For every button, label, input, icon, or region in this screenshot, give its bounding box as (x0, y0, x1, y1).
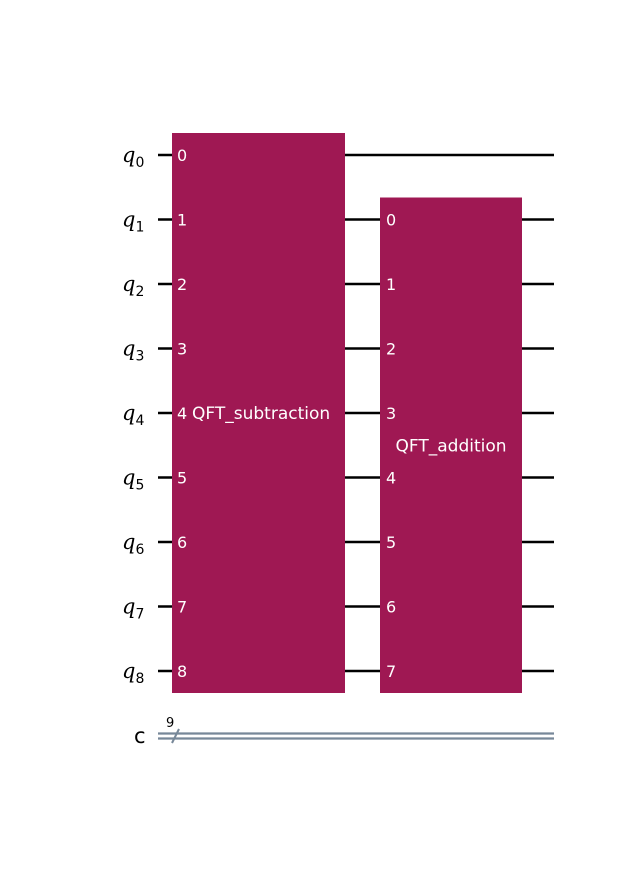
gate-pin-label: 0 (386, 211, 396, 230)
gate-pin-label: 7 (177, 598, 187, 617)
qubit-label-index: 4 (135, 413, 144, 429)
qubit-label-name: q (122, 401, 135, 425)
qubit-label-index: 1 (135, 220, 144, 236)
qubit-label-name: q (122, 337, 135, 361)
qubit-label-name: q (122, 208, 135, 232)
qubit-label-5: q5 (122, 466, 144, 494)
qubit-label-0: q0 (122, 143, 144, 171)
qubit-label-2: q2 (122, 272, 144, 300)
qubit-label-7: q7 (122, 595, 144, 623)
qubit-label-index: 0 (135, 155, 144, 171)
classical-bus-slash (171, 728, 180, 744)
qubit-label-index: 8 (135, 671, 144, 687)
qubit-label-1: q1 (122, 208, 144, 236)
gate-pin-label: 2 (386, 340, 396, 359)
qubit-label-3: q3 (122, 337, 144, 365)
gate-pin-label: 4 (177, 404, 187, 423)
classical-register-size: 9 (166, 716, 174, 731)
qubit-label-8: q8 (122, 659, 144, 687)
gate-pin-label: 2 (177, 275, 187, 294)
qubit-label-name: q (122, 272, 135, 296)
gate-pin-label: 6 (386, 598, 396, 617)
qubit-label-name: q (122, 595, 135, 619)
qubit-label-index: 2 (135, 284, 144, 300)
qubit-label-6: q6 (122, 530, 144, 558)
gate-box (172, 133, 345, 693)
gate-pin-label: 3 (177, 340, 187, 359)
qubit-label-index: 7 (135, 607, 144, 623)
qubit-label-name: q (122, 143, 135, 167)
classical-register-label: c (134, 724, 146, 748)
qubit-label-4: q4 (122, 401, 144, 429)
gate-pin-label: 1 (177, 211, 187, 230)
gate-pin-label: 8 (177, 662, 187, 681)
gate-pin-label: 6 (177, 533, 187, 552)
qubit-label-name: q (122, 659, 135, 683)
gate-pin-label: 1 (386, 275, 396, 294)
gate-0: 0 1 2 3 4 5 6 7 8 QFT_subtraction (172, 133, 345, 693)
gate-pin-label: 5 (386, 533, 396, 552)
gate-box (380, 197, 522, 693)
qubit-label-name: q (122, 466, 135, 490)
gate-pin-label: 5 (177, 469, 187, 488)
gate-pin-label: 7 (386, 662, 396, 681)
gate-1: 0 1 2 3 4 5 6 7 QFT_addition (380, 197, 522, 693)
gate-pin-label: 0 (177, 146, 187, 165)
gate-name: QFT_addition (395, 436, 506, 456)
gate-pin-label: 4 (386, 469, 396, 488)
gate-pin-label: 3 (386, 404, 396, 423)
qubit-label-index: 6 (135, 542, 144, 558)
qubit-label-index: 3 (135, 349, 144, 365)
gate-name: QFT_subtraction (192, 404, 330, 424)
qubit-label-index: 5 (135, 478, 144, 494)
gates-layer: 0 1 2 3 4 5 6 7 8 QFT_subtraction 0 1 2 3 4 5 6 7 QFT_addi… (172, 133, 522, 693)
qubit-label-name: q (122, 530, 135, 554)
